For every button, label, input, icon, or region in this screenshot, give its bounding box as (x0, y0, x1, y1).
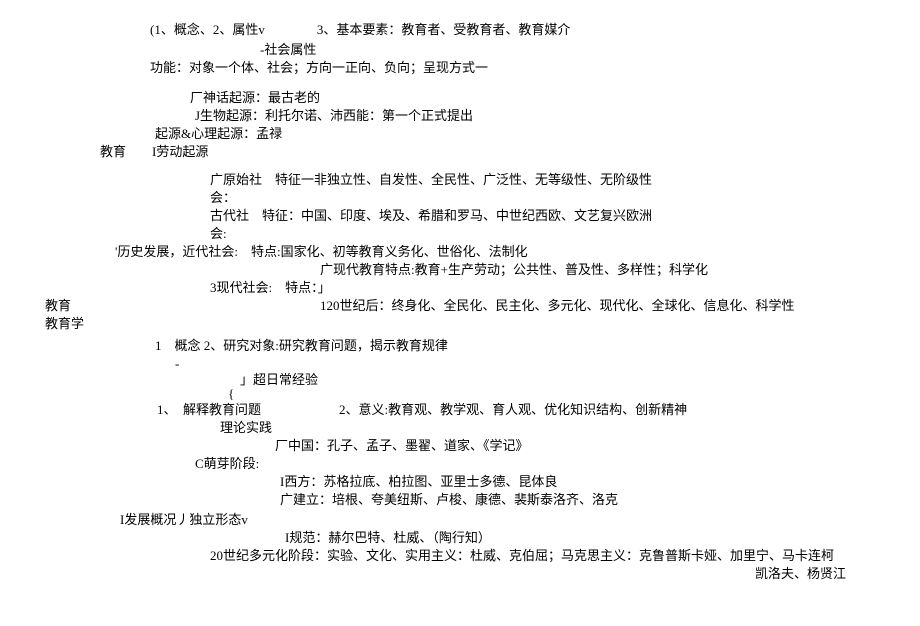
text-line-18: - (175, 354, 179, 375)
text-line-15: 120世纪后：终身化、全民化、民主化、多元化、现代化、全球化、信息化、科学性 (320, 296, 795, 317)
text-line-24: C萌芽阶段: (195, 454, 259, 475)
text-line-26: 广建立：培根、夸美纽斯、卢梭、康德、裴斯泰洛齐、洛克 (280, 490, 618, 511)
text-line-17: 1 概念 2、研究对象:研究教育问题，揭示教育规律 (155, 336, 448, 357)
text-line-13: 3现代社会: 特点：」 (210, 278, 331, 299)
text-line-0: (1、概念、2、属性v 3、基本要素：教育者、受教育者、教育媒介 (150, 20, 570, 41)
text-line-30: 凯洛夫、杨贤江 (755, 564, 846, 585)
text-line-6: 教育 I劳动起源 (100, 142, 208, 163)
text-line-16: 教育学 (45, 314, 84, 335)
text-line-7: 广原始社 特征一非独立性、自发性、全民性、广泛性、无等级性、无阶级性 (210, 170, 652, 191)
text-line-29: 20世纪多元化阶段：实验、文化、实用主义：杜威、克伯屈；马克思主义：克鲁普斯卡娅… (210, 546, 834, 567)
text-line-22: 理论实践 (220, 418, 272, 439)
text-line-12: 广现代教育特点:教育+生产劳动；公共性、普及性、多样性；科学化 (320, 260, 708, 281)
text-line-27: I发展概况丿独立形态v (120, 510, 248, 531)
text-line-9: 古代社 特征：中国、印度、埃及、希腊和罗马、中世纪西欧、文艺复兴欧洲 (210, 206, 652, 227)
text-line-2: 功能：对象一个体、社会；方向一正向、负向；呈现方式一 (150, 58, 488, 79)
text-line-19: 」超日常经验 (240, 370, 318, 391)
text-line-23: 厂中国：孔子、孟子、墨翟、道家、《学记》 (275, 436, 529, 457)
